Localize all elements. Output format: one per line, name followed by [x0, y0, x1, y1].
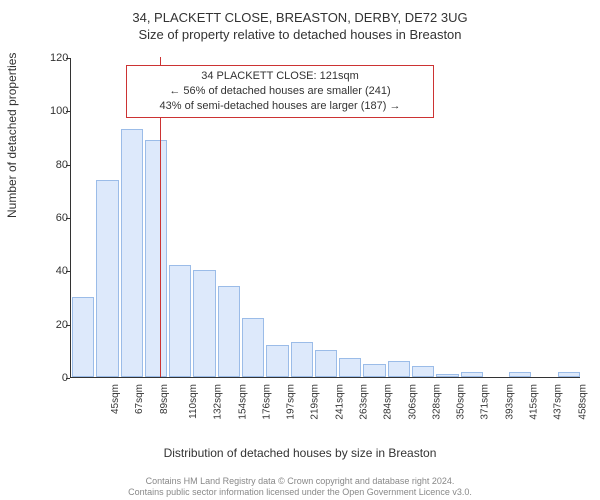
annotation-line-2: ← 56% of detached houses are smaller (24…	[135, 84, 425, 99]
histogram-bar	[218, 286, 240, 377]
x-tick-label: 350sqm	[456, 384, 467, 420]
y-tick-mark	[66, 378, 70, 379]
histogram-bar	[266, 345, 288, 377]
histogram-bar	[461, 372, 483, 377]
histogram-bar	[72, 297, 94, 377]
histogram-bar	[315, 350, 337, 377]
histogram-bar	[363, 364, 385, 377]
chart-container: 34, PLACKETT CLOSE, BREASTON, DERBY, DE7…	[10, 8, 590, 468]
chart-title-line1: 34, PLACKETT CLOSE, BREASTON, DERBY, DE7…	[10, 10, 590, 25]
x-tick-label: 89sqm	[159, 384, 170, 414]
footer-line-1: Contains HM Land Registry data © Crown c…	[10, 476, 590, 487]
plot-area: 34 PLACKETT CLOSE: 121sqm ← 56% of detac…	[70, 58, 580, 378]
x-tick-label: 67sqm	[134, 384, 145, 414]
histogram-bar	[169, 265, 191, 377]
annotation-box: 34 PLACKETT CLOSE: 121sqm ← 56% of detac…	[126, 65, 434, 118]
histogram-bar	[339, 358, 361, 377]
x-tick-label: 241sqm	[334, 384, 345, 420]
x-axis-label: Distribution of detached houses by size …	[10, 446, 590, 460]
x-tick-label: 393sqm	[504, 384, 515, 420]
x-tick-label: 45sqm	[110, 384, 121, 414]
footer: Contains HM Land Registry data © Crown c…	[10, 476, 590, 499]
histogram-bar	[436, 374, 458, 377]
histogram-bar	[96, 180, 118, 377]
annotation-line-1: 34 PLACKETT CLOSE: 121sqm	[135, 69, 425, 84]
x-tick-label: 458sqm	[577, 384, 588, 420]
footer-line-2: Contains public sector information licen…	[10, 487, 590, 498]
x-tick-label: 197sqm	[286, 384, 297, 420]
x-tick-label: 263sqm	[359, 384, 370, 420]
histogram-bar	[121, 129, 143, 377]
x-tick-label: 154sqm	[237, 384, 248, 420]
histogram-bar	[558, 372, 580, 377]
histogram-bar	[291, 342, 313, 377]
x-tick-label: 437sqm	[553, 384, 564, 420]
x-tick-label: 371sqm	[480, 384, 491, 420]
histogram-bar	[242, 318, 264, 377]
chart-title-line2: Size of property relative to detached ho…	[10, 27, 590, 42]
y-axis-label: Number of detached properties	[5, 53, 19, 218]
histogram-bar	[145, 140, 167, 377]
x-tick-label: 415sqm	[529, 384, 540, 420]
annotation-line-3: 43% of semi-detached houses are larger (…	[135, 99, 425, 114]
histogram-bar	[509, 372, 531, 377]
x-tick-label: 110sqm	[188, 384, 199, 419]
histogram-bar	[412, 366, 434, 377]
x-tick-label: 306sqm	[407, 384, 418, 420]
x-tick-label: 132sqm	[213, 384, 224, 420]
x-tick-label: 219sqm	[310, 384, 321, 420]
histogram-bar	[193, 270, 215, 377]
x-tick-label: 284sqm	[383, 384, 394, 420]
x-tick-label: 176sqm	[261, 384, 272, 420]
histogram-bar	[388, 361, 410, 377]
x-tick-label: 328sqm	[431, 384, 442, 420]
